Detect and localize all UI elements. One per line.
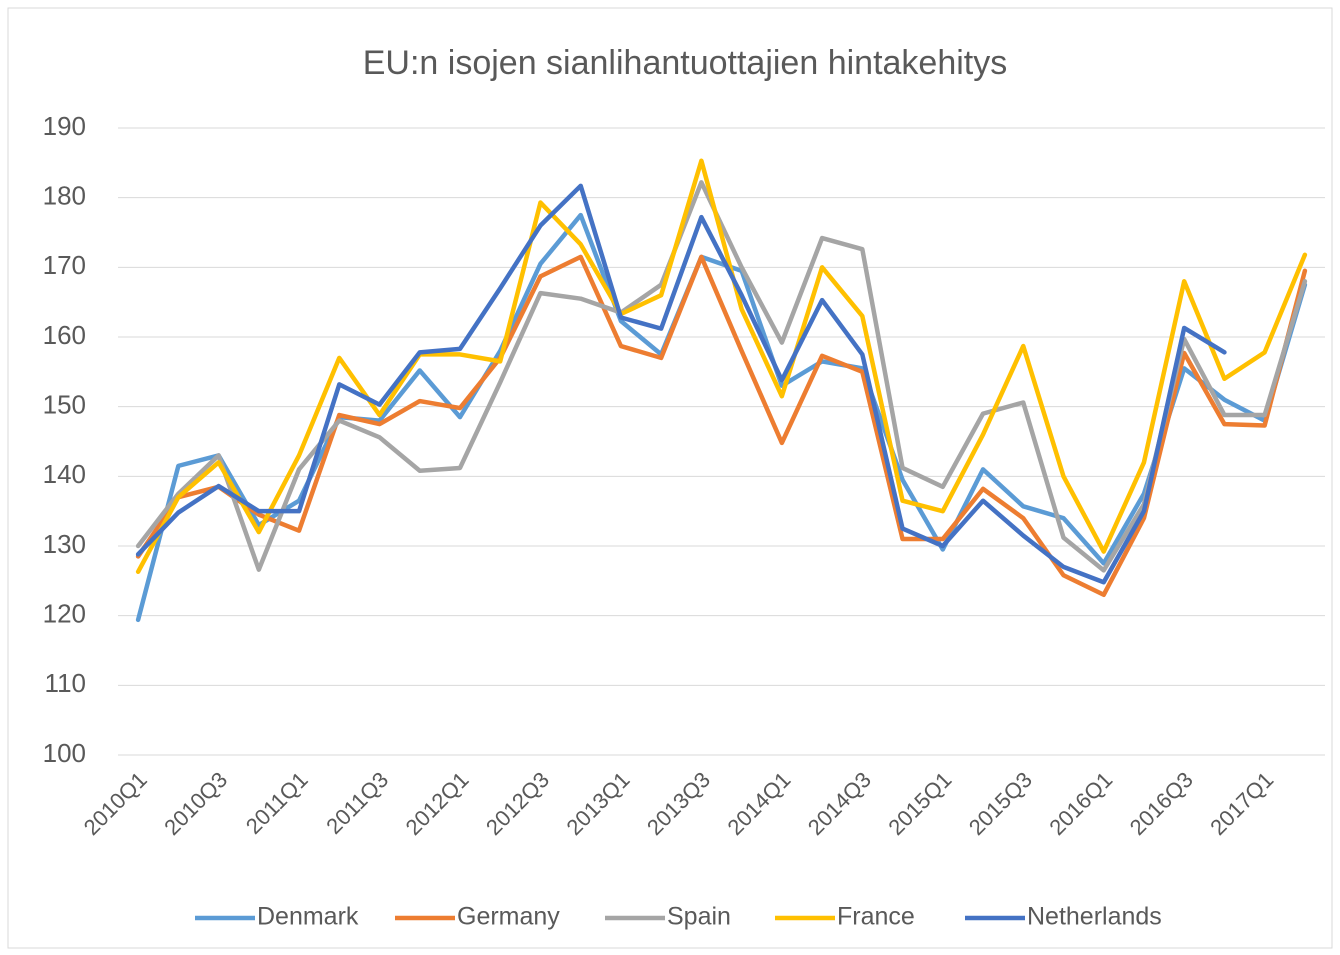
y-tick-label: 120 — [43, 599, 86, 629]
y-tick-label: 160 — [43, 320, 86, 350]
series-line — [135, 158, 1308, 575]
y-tick-label: 170 — [43, 250, 86, 280]
series-line — [135, 180, 1308, 573]
y-tick-label: 180 — [43, 181, 86, 211]
y-tick-label: 140 — [43, 459, 86, 489]
series-line — [135, 254, 1308, 598]
legend-label: Germany — [457, 903, 560, 931]
y-tick-label: 150 — [43, 390, 86, 420]
y-tick-label: 130 — [43, 529, 86, 559]
legend-label: Spain — [667, 903, 731, 931]
y-tick-label: 190 — [43, 111, 86, 141]
chart-title: EU:n isojen sianlihantuottajien hintakeh… — [363, 44, 1008, 82]
y-tick-label: 100 — [43, 738, 86, 768]
legend-label: Netherlands — [1027, 903, 1162, 931]
y-tick-label: 110 — [45, 668, 86, 698]
legend-label: France — [837, 903, 915, 931]
series-line — [135, 183, 1227, 585]
legend-label: Denmark — [257, 903, 359, 931]
